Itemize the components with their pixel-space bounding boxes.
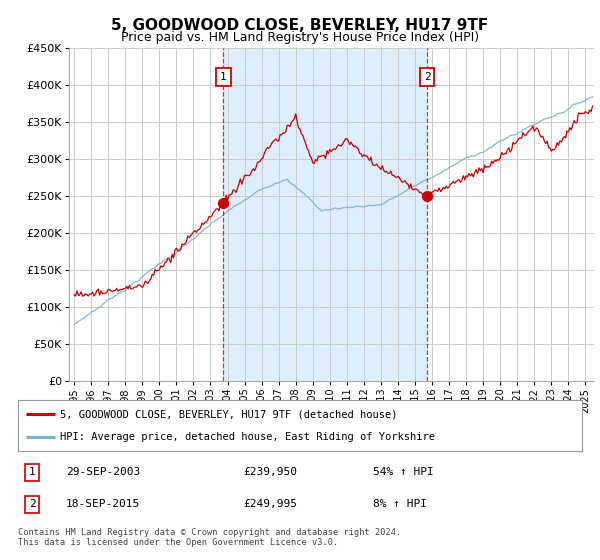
Text: 1: 1: [29, 468, 35, 477]
Text: 2: 2: [29, 500, 35, 510]
Text: 5, GOODWOOD CLOSE, BEVERLEY, HU17 9TF: 5, GOODWOOD CLOSE, BEVERLEY, HU17 9TF: [112, 18, 488, 33]
Bar: [223, 48, 427, 381]
Text: £249,995: £249,995: [244, 500, 298, 510]
Text: 8% ↑ HPI: 8% ↑ HPI: [373, 500, 427, 510]
Text: 54% ↑ HPI: 54% ↑ HPI: [373, 468, 434, 477]
Text: 29-SEP-2003: 29-SEP-2003: [66, 468, 140, 477]
Text: 5, GOODWOOD CLOSE, BEVERLEY, HU17 9TF (detached house): 5, GOODWOOD CLOSE, BEVERLEY, HU17 9TF (d…: [60, 409, 398, 419]
Text: HPI: Average price, detached house, East Riding of Yorkshire: HPI: Average price, detached house, East…: [60, 432, 436, 442]
Text: 1: 1: [220, 72, 227, 82]
Text: £239,950: £239,950: [244, 468, 298, 477]
Text: Price paid vs. HM Land Registry's House Price Index (HPI): Price paid vs. HM Land Registry's House …: [121, 31, 479, 44]
Text: 18-SEP-2015: 18-SEP-2015: [66, 500, 140, 510]
Text: Contains HM Land Registry data © Crown copyright and database right 2024.
This d: Contains HM Land Registry data © Crown c…: [18, 528, 401, 547]
Text: 2: 2: [424, 72, 430, 82]
